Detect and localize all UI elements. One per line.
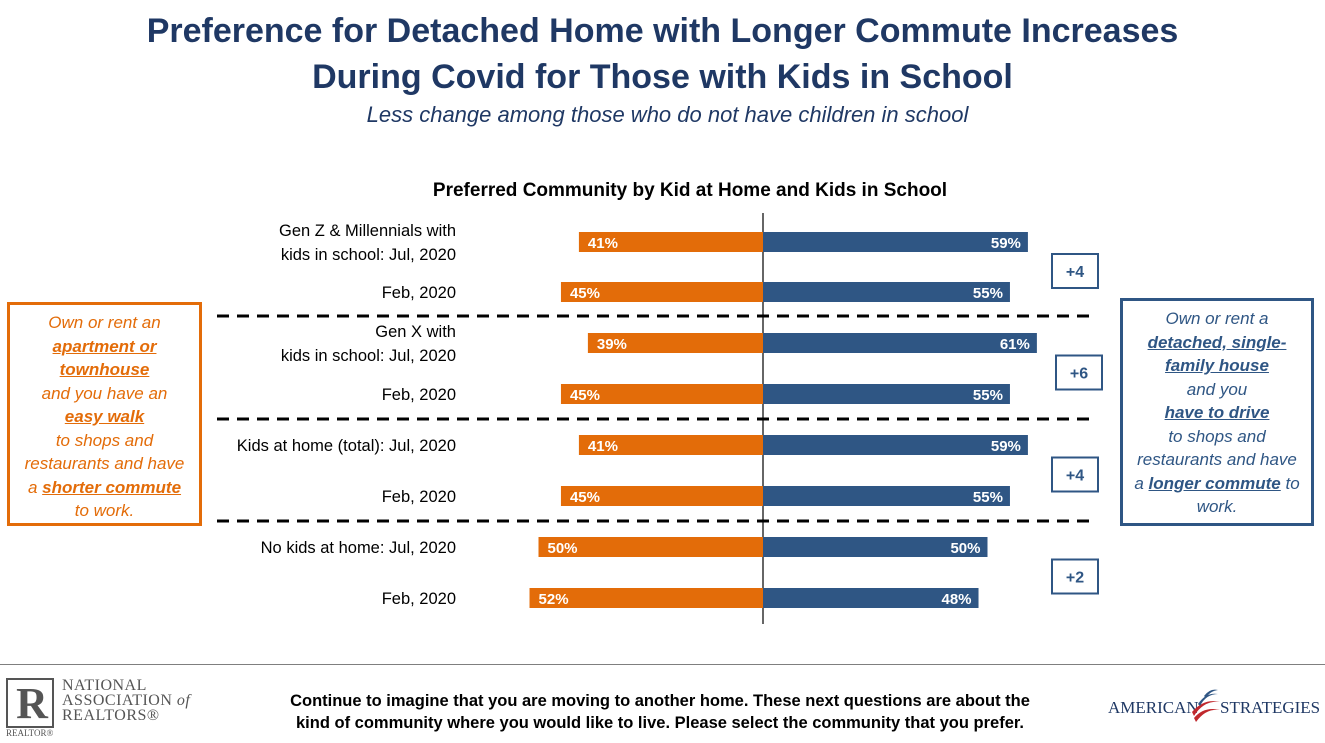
callout-right-line-5: have to drive	[1164, 403, 1270, 422]
nar-line-2a: ASSOCIATION	[62, 692, 177, 709]
detached-value-label: 61%	[1000, 336, 1030, 353]
apartment-value-label: 45%	[570, 489, 600, 506]
detached-bar	[763, 588, 979, 608]
apartment-bar	[538, 537, 763, 557]
apartment-value-label: 50%	[548, 540, 578, 557]
detached-value-label: 48%	[941, 591, 971, 608]
realtor-r-icon: R	[6, 678, 54, 728]
callout-right-line-8a: a	[1134, 473, 1149, 493]
callout-left-line-8b: shorter commute	[42, 477, 182, 497]
callout-right-line-8c: to	[1280, 473, 1300, 493]
nar-wordmark: NATIONAL ASSOCIATION of REALTORS®	[62, 677, 191, 724]
nar-line-3: REALTORS®	[62, 707, 160, 724]
apartment-value-label: 45%	[570, 387, 600, 404]
detached-value-label: 59%	[991, 235, 1021, 252]
title-line-1: Preference for Detached Home with Longer…	[146, 12, 1179, 50]
american-strategies-logo: AMERICAN STRATEGIES	[1106, 688, 1321, 728]
detached-bar	[763, 537, 988, 557]
callout-right-line-6: to shops and	[1168, 426, 1266, 446]
change-label: +4	[1066, 468, 1084, 485]
callout-left-line-5: easy walk	[64, 407, 145, 426]
callout-left-line-8a: a	[27, 477, 43, 497]
change-box	[1051, 253, 1099, 289]
detached-bar	[763, 232, 1028, 252]
callout-left-line-6: to shops and	[55, 430, 154, 450]
page-subtitle: Less change among those who do not have …	[366, 102, 969, 127]
change-box	[1055, 354, 1103, 391]
callout-right-line-1: Own or rent a	[1165, 309, 1269, 328]
nar-line-2b: of	[176, 692, 191, 709]
flag-swoosh-icon	[1192, 689, 1220, 722]
as-wordmark-right: STRATEGIES	[1220, 698, 1321, 717]
row-label: Kids at home (total): Jul, 2020	[237, 437, 456, 455]
question-line-2: kind of community where you would like t…	[295, 714, 1024, 732]
apartment-bar	[560, 282, 763, 302]
row-label: kids in school: Jul, 2020	[281, 246, 456, 264]
apartment-bar	[560, 486, 763, 506]
row-label: Feb, 2020	[382, 386, 456, 404]
question-line-1: Continue to imagine that you are moving …	[290, 692, 1030, 710]
apartment-bar	[578, 435, 763, 455]
row-label: kids in school: Jul, 2020	[281, 347, 456, 365]
row-label: Gen X with	[375, 323, 456, 341]
apartment-value-label: 41%	[588, 438, 618, 455]
callout-right-line-2: detached, single-	[1147, 332, 1287, 352]
title-line-2: During Covid for Those with Kids in Scho…	[312, 58, 1013, 96]
apartment-value-label: 45%	[570, 285, 600, 302]
callout-right-line-9: work.	[1196, 497, 1238, 516]
detached-bar	[763, 435, 1028, 455]
nar-logo: R NATIONAL ASSOCIATION of REALTORS® REAL…	[6, 676, 226, 740]
detached-bar	[763, 333, 1037, 353]
apartment-bar	[560, 384, 763, 404]
row-label: Feb, 2020	[382, 284, 456, 302]
detached-value-label: 55%	[973, 285, 1003, 302]
change-label: +4	[1066, 264, 1084, 281]
detached-bar	[763, 486, 1010, 506]
callout-left-line-2: apartment or	[52, 336, 157, 356]
apartment-bar	[587, 333, 763, 353]
realtor-r-letter: R	[16, 679, 48, 728]
callout-right-line-4: and you	[1186, 379, 1248, 399]
apartment-value-label: 41%	[588, 235, 618, 252]
survey-question: Continue to imagine that you are moving …	[230, 690, 1090, 734]
detached-callout: Own or rent a detached, single- family h…	[1120, 298, 1314, 526]
apartment-callout: Own or rent an apartment or townhouse an…	[7, 302, 202, 526]
callout-left-line-3: townhouse	[59, 360, 150, 379]
row-label: Feb, 2020	[382, 590, 456, 608]
change-box	[1051, 558, 1099, 595]
callout-left-line-4: and you have an	[41, 383, 168, 403]
chart-title: Preferred Community by Kid at Home and K…	[432, 180, 948, 201]
apartment-value-label: 52%	[539, 591, 569, 608]
detached-value-label: 55%	[973, 489, 1003, 506]
callout-right-line-8b: longer commute	[1148, 473, 1281, 493]
nar-line-1: NATIONAL	[62, 677, 147, 694]
change-box	[1051, 456, 1099, 493]
detached-bar	[763, 384, 1010, 404]
callout-left-line-1: Own or rent an	[48, 313, 161, 332]
nar-realtor-mark: REALTOR®	[6, 728, 54, 738]
as-wordmark-left: AMERICAN	[1108, 698, 1199, 717]
callout-left-line-9: to work.	[74, 501, 135, 520]
detached-value-label: 50%	[950, 540, 980, 557]
callout-right-line-7: restaurants and have	[1137, 450, 1297, 469]
change-label: +2	[1066, 570, 1084, 587]
page-title: Preference for Detached Home with Longer…	[0, 8, 1325, 100]
detached-value-label: 59%	[991, 438, 1021, 455]
row-label: No kids at home: Jul, 2020	[261, 539, 456, 557]
row-label: Feb, 2020	[382, 488, 456, 506]
callout-right-line-3: family house	[1165, 356, 1269, 375]
callout-left-line-7: restaurants and have	[24, 454, 185, 473]
detached-value-label: 55%	[973, 387, 1003, 404]
detached-bar	[763, 282, 1010, 302]
row-label: Gen Z & Millennials with	[279, 222, 456, 240]
apartment-bar	[529, 588, 763, 608]
footer-divider	[0, 664, 1325, 665]
apartment-value-label: 39%	[597, 336, 627, 353]
change-label: +6	[1070, 366, 1088, 383]
apartment-bar	[578, 232, 763, 252]
